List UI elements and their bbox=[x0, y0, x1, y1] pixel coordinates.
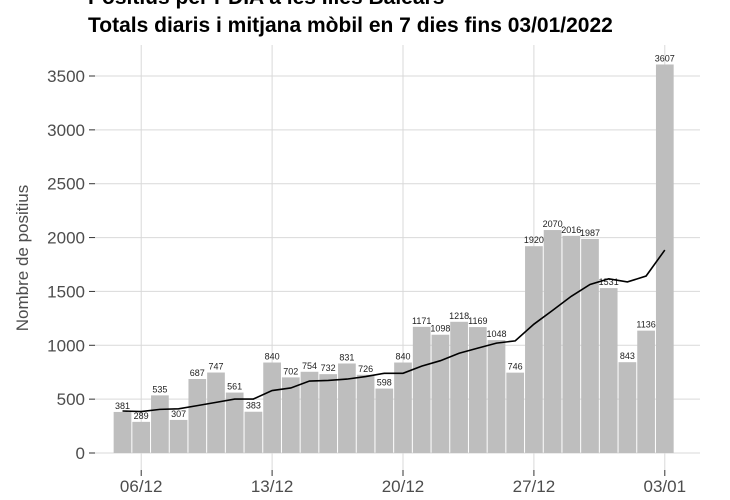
bar bbox=[113, 411, 132, 453]
bar bbox=[207, 372, 225, 453]
bar bbox=[132, 421, 151, 453]
bar bbox=[450, 321, 468, 453]
y-tick-label: 500 bbox=[57, 390, 85, 409]
x-tick-label: 06/12 bbox=[120, 477, 163, 496]
x-tick-label: 27/12 bbox=[513, 477, 556, 496]
value-label: 1169 bbox=[468, 316, 487, 326]
bar bbox=[525, 246, 543, 453]
value-label: 840 bbox=[265, 352, 280, 362]
bar bbox=[394, 362, 412, 453]
bar bbox=[618, 362, 637, 453]
value-label: 754 bbox=[302, 361, 317, 371]
bar bbox=[431, 334, 450, 453]
bar bbox=[637, 330, 655, 453]
value-label: 746 bbox=[508, 362, 523, 372]
bar bbox=[169, 419, 188, 453]
y-tick-label: 2000 bbox=[47, 229, 85, 248]
value-label: 307 bbox=[171, 409, 186, 419]
bar bbox=[581, 238, 599, 453]
value-label: 726 bbox=[358, 364, 373, 374]
bar bbox=[356, 374, 375, 453]
value-label: 1048 bbox=[486, 329, 506, 339]
bar bbox=[375, 388, 394, 453]
value-label: 747 bbox=[208, 362, 223, 372]
value-label: 840 bbox=[395, 352, 410, 362]
value-label: 2070 bbox=[543, 219, 563, 229]
value-label: 843 bbox=[620, 351, 635, 361]
chart-title: Positius per PDIA a les Illes Balears bbox=[88, 0, 444, 9]
bar bbox=[263, 362, 281, 453]
bar bbox=[338, 363, 356, 453]
value-label: 1218 bbox=[449, 311, 469, 321]
value-label: 289 bbox=[134, 411, 149, 421]
moving-average-line bbox=[122, 249, 666, 413]
bar bbox=[319, 374, 338, 453]
y-tick-label: 1000 bbox=[47, 336, 85, 355]
value-label: 2016 bbox=[561, 225, 581, 235]
bar bbox=[562, 235, 581, 453]
value-label: 535 bbox=[152, 384, 167, 394]
value-label: 1136 bbox=[636, 320, 655, 330]
value-label: 1987 bbox=[580, 228, 600, 238]
bar bbox=[506, 372, 525, 453]
value-label: 1531 bbox=[599, 277, 619, 287]
x-tick-label: 20/12 bbox=[382, 477, 425, 496]
bar bbox=[188, 379, 207, 453]
value-label: 598 bbox=[377, 378, 392, 388]
y-axis-label: Nombre de positius bbox=[13, 185, 32, 331]
bar bbox=[487, 340, 506, 453]
chart-subtitle: Totals diaris i mitjana mòbil en 7 dies … bbox=[88, 14, 613, 37]
value-label: 831 bbox=[339, 352, 354, 362]
bar bbox=[225, 392, 244, 453]
value-label: 561 bbox=[227, 382, 242, 392]
y-tick-label: 2500 bbox=[47, 175, 85, 194]
bar bbox=[244, 411, 263, 453]
bar bbox=[599, 288, 618, 453]
y-tick-label: 1500 bbox=[47, 282, 85, 301]
value-label: 1171 bbox=[412, 316, 431, 326]
value-label: 687 bbox=[190, 368, 205, 378]
bar bbox=[468, 327, 487, 453]
value-label: 732 bbox=[321, 363, 336, 373]
x-tick-label: 03/01 bbox=[644, 477, 687, 496]
x-tick-label: 13/12 bbox=[251, 477, 294, 496]
bar bbox=[655, 64, 674, 453]
value-label: 3607 bbox=[655, 53, 675, 63]
value-label: 702 bbox=[283, 366, 298, 376]
bar bbox=[412, 326, 431, 453]
value-label: 383 bbox=[246, 401, 261, 411]
y-tick-label: 3000 bbox=[47, 121, 85, 140]
bar bbox=[300, 371, 319, 453]
value-label: 1098 bbox=[430, 324, 450, 334]
bar bbox=[151, 395, 169, 453]
y-tick-label: 0 bbox=[76, 444, 85, 463]
value-label: 381 bbox=[115, 401, 130, 411]
bar bbox=[543, 230, 562, 453]
y-tick-label: 3500 bbox=[47, 67, 85, 86]
value-label: 1920 bbox=[524, 235, 544, 245]
bar bbox=[281, 377, 300, 453]
